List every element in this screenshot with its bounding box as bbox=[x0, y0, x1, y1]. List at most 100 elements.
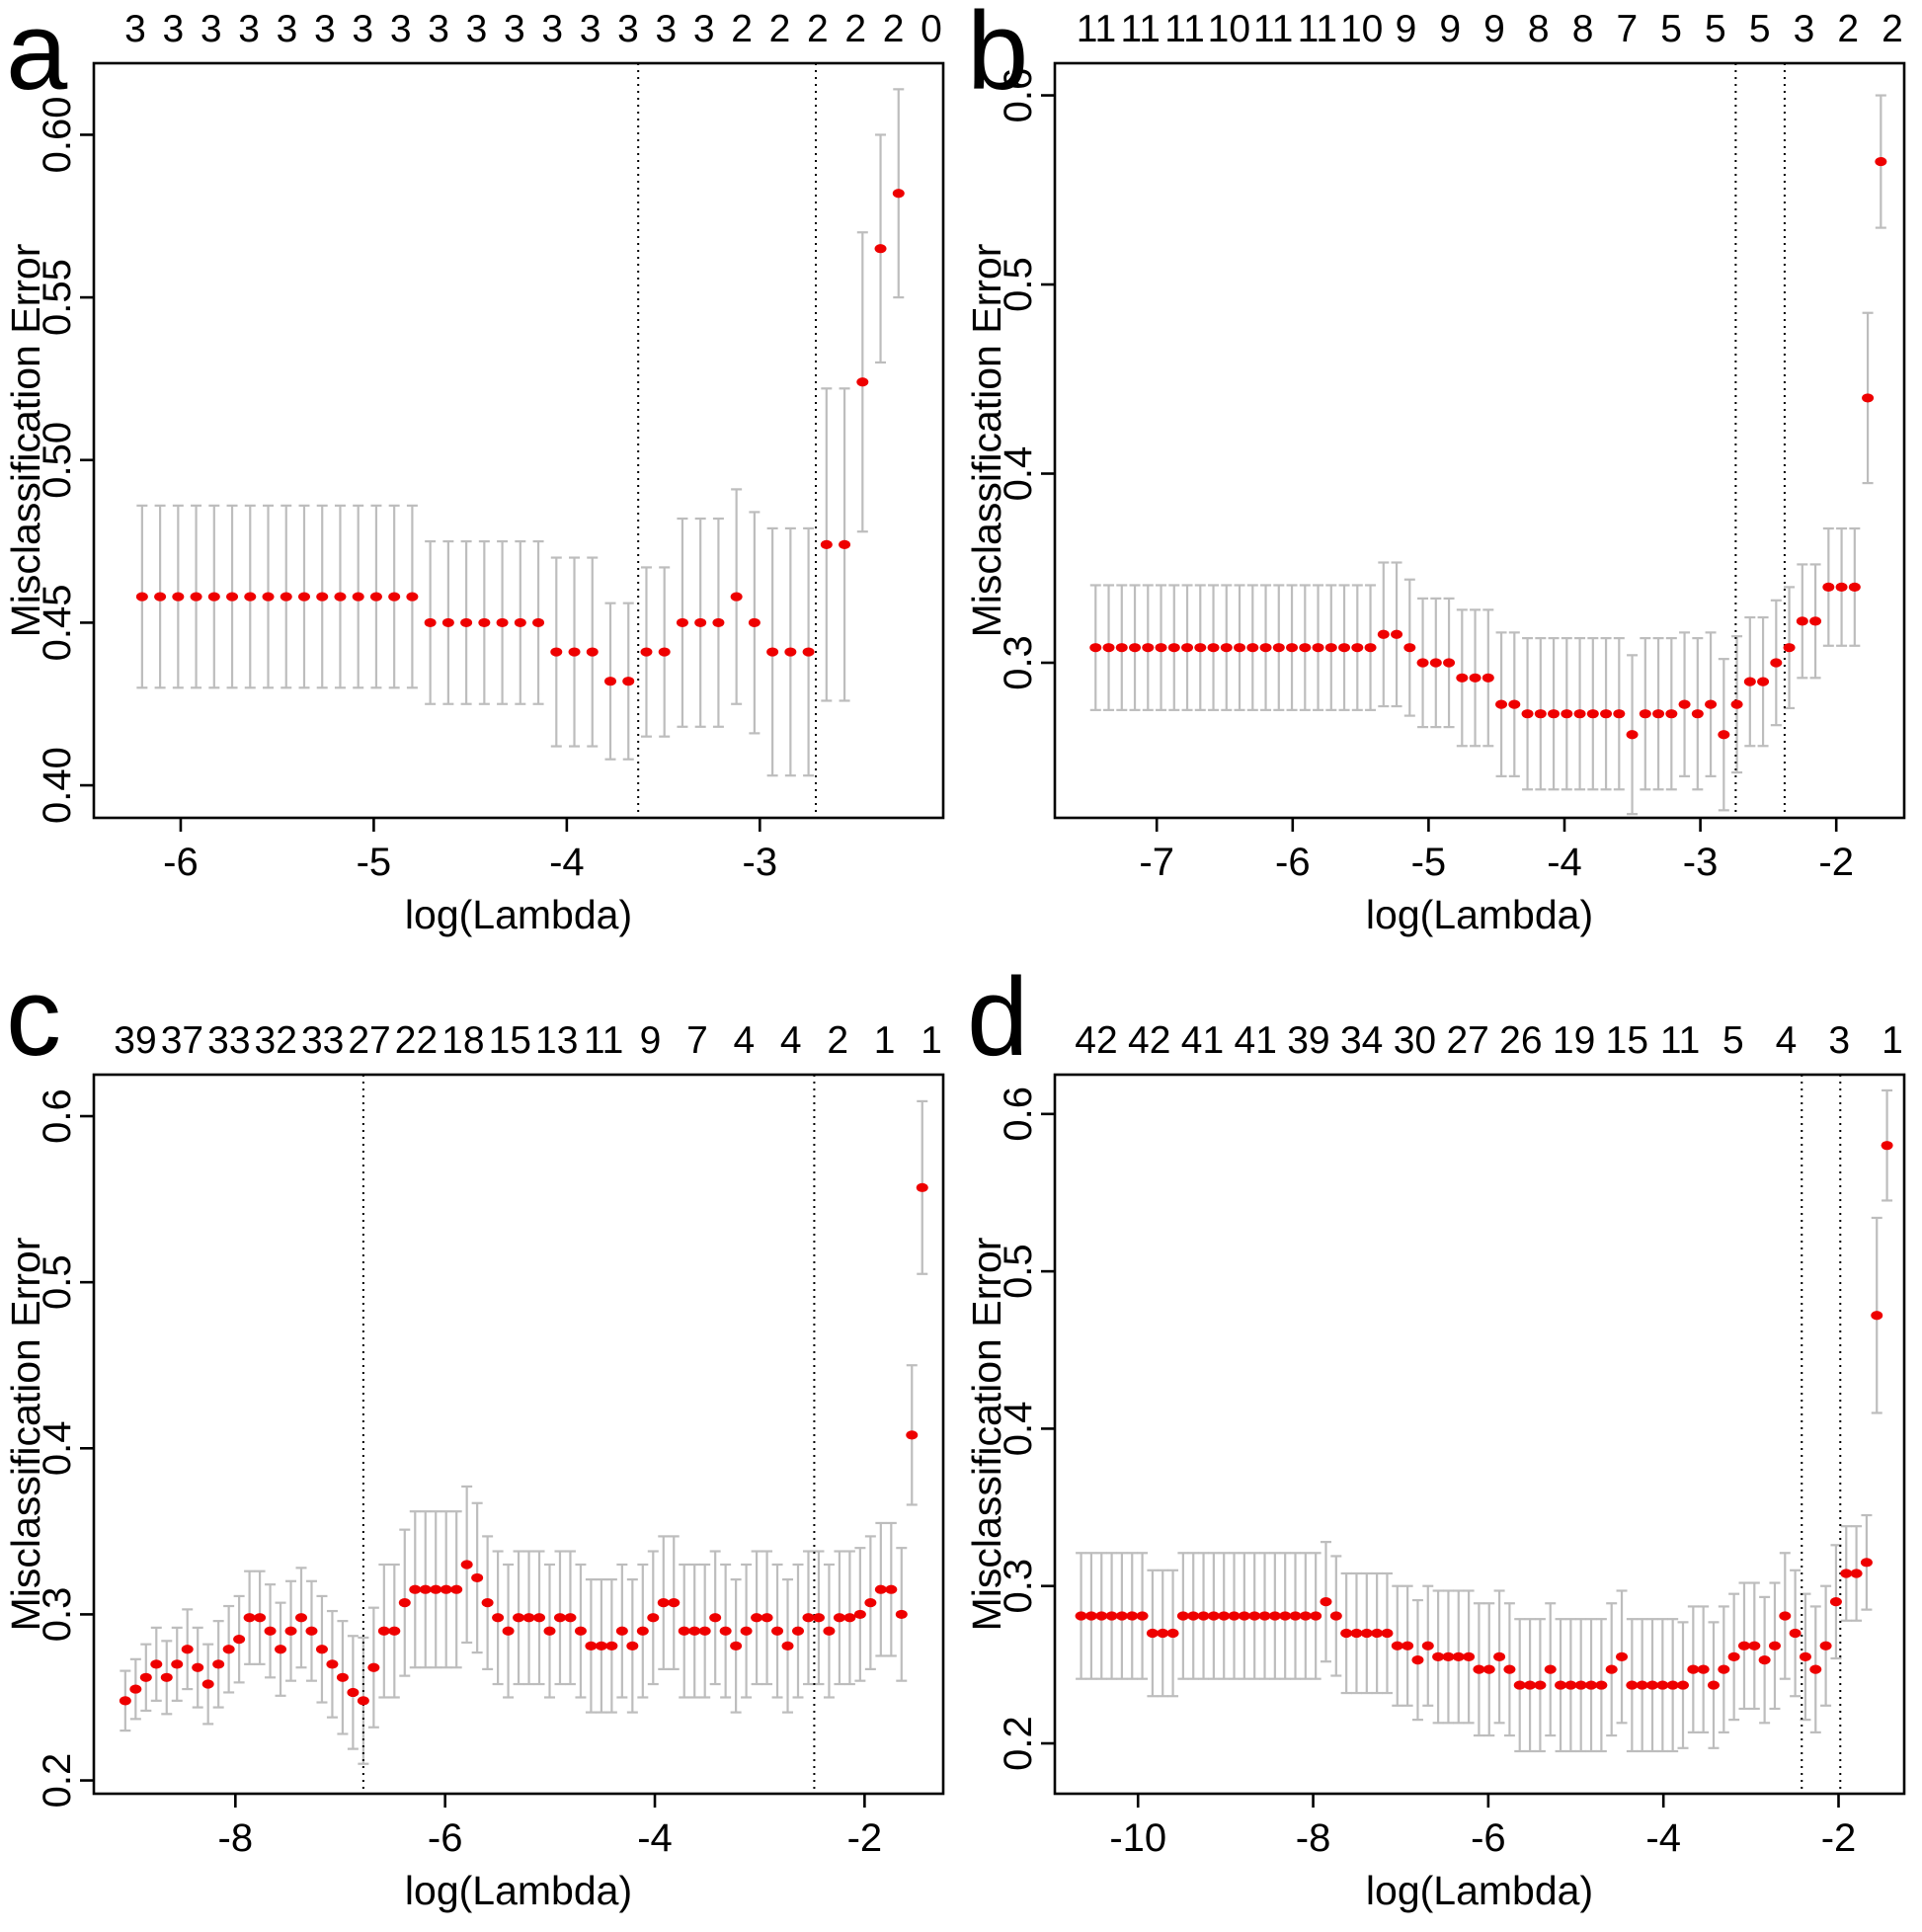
svg-text:3: 3 bbox=[580, 8, 601, 50]
svg-text:9: 9 bbox=[1439, 8, 1461, 50]
y-axis-title: Misclassification Error bbox=[3, 244, 48, 638]
svg-text:0.40: 0.40 bbox=[36, 747, 79, 824]
svg-text:-6: -6 bbox=[1275, 841, 1311, 884]
svg-text:15: 15 bbox=[489, 1019, 531, 1062]
svg-text:5: 5 bbox=[1749, 8, 1771, 50]
svg-text:2: 2 bbox=[883, 8, 905, 50]
svg-text:0.4: 0.4 bbox=[997, 1402, 1040, 1457]
svg-text:11: 11 bbox=[1077, 8, 1117, 50]
svg-text:7: 7 bbox=[686, 1019, 708, 1062]
svg-text:39: 39 bbox=[1287, 1019, 1329, 1062]
svg-text:3: 3 bbox=[617, 8, 639, 50]
svg-text:11: 11 bbox=[584, 1019, 624, 1062]
svg-text:3: 3 bbox=[655, 8, 677, 50]
svg-text:1: 1 bbox=[874, 1019, 896, 1062]
svg-text:0.5: 0.5 bbox=[36, 1254, 79, 1310]
svg-text:2: 2 bbox=[807, 8, 829, 50]
svg-text:0.55: 0.55 bbox=[36, 259, 79, 336]
svg-text:-8: -8 bbox=[1296, 1816, 1331, 1860]
svg-text:9: 9 bbox=[1396, 8, 1417, 50]
plot-box bbox=[1053, 61, 1906, 820]
svg-text:2: 2 bbox=[844, 8, 866, 50]
cv-error-points bbox=[1089, 156, 1887, 740]
x-axis-title: log(Lambda) bbox=[405, 1868, 632, 1913]
svg-text:1: 1 bbox=[1882, 1019, 1903, 1062]
svg-text:3: 3 bbox=[238, 8, 260, 50]
svg-text:42: 42 bbox=[1075, 1019, 1117, 1062]
svg-text:-3: -3 bbox=[743, 841, 778, 884]
x-axis-title: log(Lambda) bbox=[405, 892, 632, 937]
svg-text:4: 4 bbox=[780, 1019, 802, 1062]
plot-box bbox=[92, 1073, 945, 1796]
svg-text:9: 9 bbox=[640, 1019, 662, 1062]
cv-plot-a: -6 -5 -4 -3 log(Lambda) 0.40 0.45 0.50 0.55 0.60 M… bbox=[3, 8, 945, 937]
svg-text:0.2: 0.2 bbox=[36, 1753, 79, 1809]
svg-text:37: 37 bbox=[161, 1019, 203, 1062]
svg-text:10: 10 bbox=[1340, 8, 1383, 50]
svg-text:5: 5 bbox=[1660, 8, 1682, 50]
svg-text:3: 3 bbox=[314, 8, 336, 50]
svg-text:0.3: 0.3 bbox=[997, 635, 1040, 690]
svg-text:3: 3 bbox=[352, 8, 373, 50]
x-axis: -6 -5 -4 -3 bbox=[163, 818, 777, 884]
svg-text:-2: -2 bbox=[1818, 841, 1854, 884]
svg-text:19: 19 bbox=[1553, 1019, 1595, 1062]
cv-plot-c: -8 -6 -4 -2 log(Lambda) 0.2 0.3 0.4 0.5 0.6 Miscla… bbox=[3, 1019, 945, 1913]
svg-text:30: 30 bbox=[1394, 1019, 1436, 1062]
svg-text:8: 8 bbox=[1572, 8, 1594, 50]
cv-error-points bbox=[135, 189, 905, 686]
svg-text:15: 15 bbox=[1606, 1019, 1648, 1062]
svg-text:0.6: 0.6 bbox=[997, 68, 1040, 123]
panel-b: b -7 -6 -5 -4 -3 -2 log(Lambda) 0.3 0.4 0.5 0.6 Mis… bbox=[961, 0, 1922, 966]
x-axis: -8 -6 -4 -2 bbox=[218, 1794, 882, 1860]
svg-text:5: 5 bbox=[1722, 1019, 1744, 1062]
y-axis: 0.40 0.45 0.50 0.55 0.60 bbox=[36, 97, 94, 824]
svg-text:27: 27 bbox=[348, 1019, 390, 1062]
svg-text:2: 2 bbox=[1837, 8, 1859, 50]
svg-text:11: 11 bbox=[1660, 1019, 1701, 1062]
svg-text:0.5: 0.5 bbox=[997, 1244, 1040, 1299]
panel-label-a: a bbox=[6, 0, 68, 113]
svg-text:3: 3 bbox=[390, 8, 412, 50]
svg-text:33: 33 bbox=[207, 1019, 250, 1062]
svg-text:3: 3 bbox=[1828, 1019, 1850, 1062]
svg-text:-4: -4 bbox=[637, 1816, 673, 1860]
top-axis-nonzero-counts: 39 37 33 32 33 27 22 18 15 13 11 9 7 4 4 2 1 1 bbox=[114, 1019, 942, 1062]
svg-text:3: 3 bbox=[1794, 8, 1815, 50]
svg-text:-4: -4 bbox=[549, 841, 585, 884]
svg-text:0.50: 0.50 bbox=[36, 422, 79, 499]
plot-box bbox=[92, 61, 945, 820]
svg-text:0.6: 0.6 bbox=[36, 1088, 79, 1144]
svg-text:0.3: 0.3 bbox=[997, 1559, 1040, 1614]
cv-error-points bbox=[119, 1182, 928, 1706]
x-axis-title: log(Lambda) bbox=[1366, 892, 1593, 937]
svg-text:2: 2 bbox=[827, 1019, 848, 1062]
svg-text:-5: -5 bbox=[1411, 841, 1447, 884]
svg-text:-4: -4 bbox=[1547, 841, 1582, 884]
svg-text:41: 41 bbox=[1181, 1019, 1224, 1062]
panel-c: c -8 -6 -4 -2 log(Lambda) 0.2 0.3 0.4 0.5 0.6 Misc… bbox=[0, 966, 961, 1932]
svg-text:2: 2 bbox=[1882, 8, 1903, 50]
svg-text:-6: -6 bbox=[1471, 1816, 1506, 1860]
svg-text:18: 18 bbox=[441, 1019, 484, 1062]
svg-text:2: 2 bbox=[769, 8, 791, 50]
svg-text:0.6: 0.6 bbox=[997, 1087, 1040, 1142]
panel-a: a -6 -5 -4 -3 log(Lambda) 0.40 0.45 0.50 0.55 0.6… bbox=[0, 0, 961, 966]
svg-text:3: 3 bbox=[200, 8, 222, 50]
svg-text:-3: -3 bbox=[1683, 841, 1719, 884]
svg-text:3: 3 bbox=[163, 8, 185, 50]
svg-text:1: 1 bbox=[921, 1019, 942, 1062]
cv-error-points bbox=[1075, 1141, 1893, 1690]
svg-text:-4: -4 bbox=[1645, 1816, 1681, 1860]
svg-text:10: 10 bbox=[1208, 8, 1250, 50]
svg-text:0.4: 0.4 bbox=[997, 446, 1040, 502]
svg-text:33: 33 bbox=[301, 1019, 344, 1062]
error-bars bbox=[1089, 94, 1886, 816]
svg-text:-6: -6 bbox=[163, 841, 199, 884]
svg-text:8: 8 bbox=[1528, 8, 1550, 50]
svg-text:26: 26 bbox=[1499, 1019, 1542, 1062]
svg-text:13: 13 bbox=[535, 1019, 578, 1062]
svg-text:22: 22 bbox=[395, 1019, 438, 1062]
